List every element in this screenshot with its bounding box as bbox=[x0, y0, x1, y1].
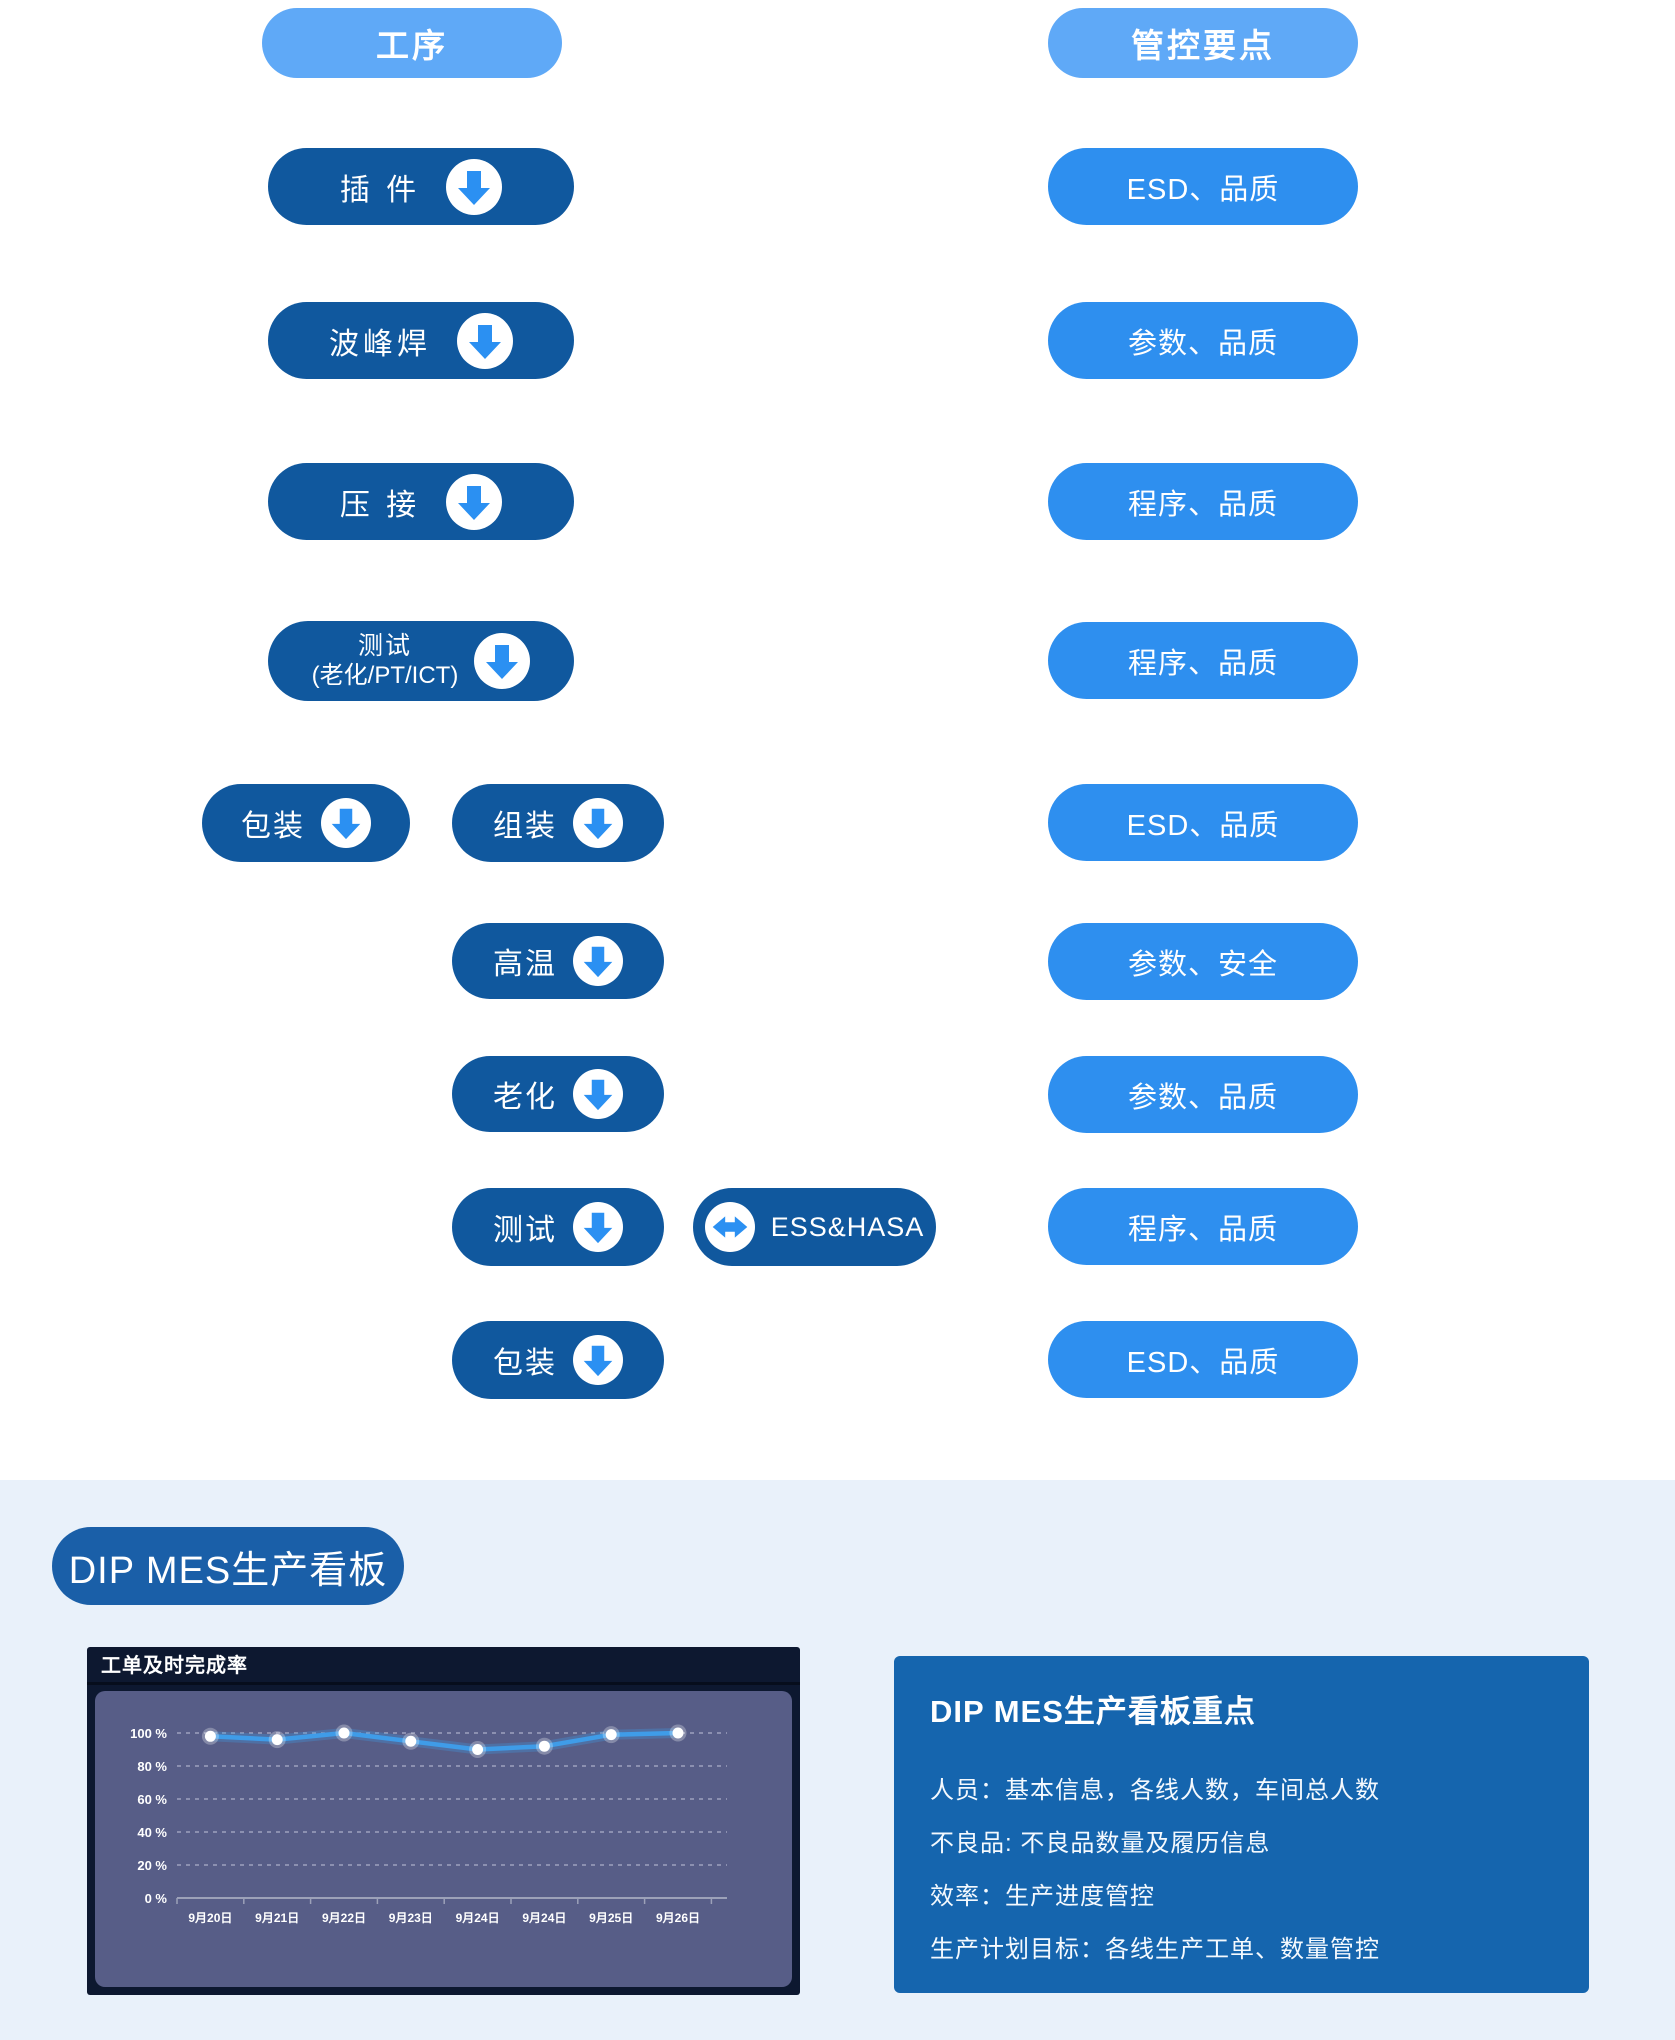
svg-text:0 %: 0 % bbox=[145, 1891, 168, 1906]
process-step-high-temp: 高温 bbox=[452, 923, 664, 999]
down-arrow-icon bbox=[573, 936, 623, 986]
svg-text:80 %: 80 % bbox=[137, 1759, 167, 1774]
control-point-pill: 参数、安全 bbox=[1048, 923, 1358, 1000]
down-arrow-icon bbox=[446, 473, 503, 530]
control-point-label: 参数、品质 bbox=[1127, 1081, 1278, 1114]
svg-text:9月22日: 9月22日 bbox=[322, 1911, 366, 1925]
down-arrow-icon bbox=[573, 1335, 623, 1385]
down-arrow-icon bbox=[474, 633, 531, 689]
chart-panel: 100 % 80 % 60 % 40 % 20 % 0 % 9月20日 9月21日 9月22日 9… bbox=[87, 1647, 800, 1995]
process-step-label: 组装 bbox=[493, 810, 557, 843]
process-step-crimping: 压 接 bbox=[268, 463, 574, 540]
highlights-item: 生产计划目标：各线生产工单、数量管控 bbox=[930, 1936, 1380, 1963]
down-arrow-icon bbox=[573, 1202, 623, 1252]
dashboard-badge: DIP MES生产看板 bbox=[52, 1527, 404, 1605]
down-arrow-icon bbox=[321, 798, 371, 848]
svg-text:9月20日: 9月20日 bbox=[188, 1911, 232, 1925]
chart-title: 工单及时完成率 bbox=[87, 1647, 800, 1685]
highlights-list: 人员：基本信息，各线人数，车间总人数 不良品: 不良品数量及履历信息 效率：生产… bbox=[930, 1761, 1559, 1973]
control-point-label: 程序、品质 bbox=[1127, 1213, 1278, 1246]
svg-text:9月23日: 9月23日 bbox=[389, 1911, 433, 1925]
process-step-insertion: 插 件 bbox=[268, 148, 574, 225]
highlights-item: 不良品: 不良品数量及履历信息 bbox=[930, 1830, 1271, 1857]
control-point-label: 程序、品质 bbox=[1127, 647, 1278, 680]
process-step-wave-soldering: 波峰焊 bbox=[268, 302, 574, 379]
dashboard-highlights-panel: DIP MES生产看板重点 人员：基本信息，各线人数，车间总人数 不良品: 不良… bbox=[894, 1656, 1589, 1993]
control-point-pill: 参数、品质 bbox=[1048, 302, 1358, 379]
process-step-label: 包装 bbox=[493, 1347, 557, 1380]
svg-text:20 %: 20 % bbox=[137, 1858, 167, 1873]
process-column-header-label: 工序 bbox=[376, 27, 448, 64]
process-step-label: 测试 (老化/PT/ICT) bbox=[311, 632, 459, 689]
svg-text:40 %: 40 % bbox=[137, 1825, 167, 1840]
on-time-completion-line-chart: 100 % 80 % 60 % 40 % 20 % 0 % 9月20日 9月21日 9月22日 9… bbox=[95, 1691, 792, 1987]
svg-text:9月26日: 9月26日 bbox=[656, 1911, 700, 1925]
down-arrow-icon bbox=[573, 798, 623, 848]
svg-text:9月24日: 9月24日 bbox=[456, 1911, 500, 1925]
process-step-test-aging-pt-ict: 测试 (老化/PT/ICT) bbox=[268, 621, 574, 701]
process-step-label: 高温 bbox=[493, 948, 557, 981]
control-point-pill: ESD、品质 bbox=[1048, 1321, 1358, 1398]
svg-text:60 %: 60 % bbox=[137, 1792, 167, 1807]
control-point-label: ESD、品质 bbox=[1126, 173, 1280, 206]
process-column-header: 工序 bbox=[262, 8, 562, 78]
process-step-label: ESS&HASA bbox=[770, 1211, 925, 1242]
process-step-aging: 老化 bbox=[452, 1056, 664, 1132]
process-step-label: 测试 bbox=[493, 1214, 557, 1247]
control-point-label: 参数、安全 bbox=[1127, 948, 1278, 981]
control-point-label: ESD、品质 bbox=[1126, 809, 1280, 842]
dashboard-section: DIP MES生产看板 100 % 80 % 60 % 40 % 20 % 0 % 9月20… bbox=[0, 1480, 1675, 2040]
control-point-label: 程序、品质 bbox=[1127, 488, 1278, 521]
control-point-label: 参数、品质 bbox=[1127, 327, 1278, 360]
left-right-arrow-icon bbox=[704, 1202, 755, 1252]
control-point-label: ESD、品质 bbox=[1126, 1346, 1280, 1379]
svg-text:100 %: 100 % bbox=[130, 1726, 167, 1741]
highlights-title: DIP MES生产看板重点 bbox=[930, 1694, 1256, 1729]
control-column-header: 管控要点 bbox=[1048, 8, 1358, 78]
control-point-pill: 程序、品质 bbox=[1048, 463, 1358, 540]
process-step-ess-hasa: ESS&HASA bbox=[693, 1188, 936, 1266]
control-point-pill: ESD、品质 bbox=[1048, 148, 1358, 225]
process-step-label: 插 件 bbox=[339, 173, 421, 207]
control-point-pill: 程序、品质 bbox=[1048, 1188, 1358, 1265]
svg-text:9月24日: 9月24日 bbox=[522, 1911, 566, 1925]
control-point-pill: 参数、品质 bbox=[1048, 1056, 1358, 1133]
process-step-label: 包装 bbox=[241, 810, 305, 843]
process-step-packing-branch: 包装 bbox=[202, 784, 410, 862]
highlights-item: 人员：基本信息，各线人数，车间总人数 bbox=[930, 1777, 1380, 1804]
process-step-label: 老化 bbox=[493, 1081, 557, 1114]
svg-text:9月21日: 9月21日 bbox=[255, 1911, 299, 1925]
process-step-label: 压 接 bbox=[339, 488, 421, 522]
process-step-test: 测试 bbox=[452, 1188, 664, 1266]
control-column-header-label: 管控要点 bbox=[1131, 27, 1275, 64]
down-arrow-icon bbox=[573, 1069, 623, 1119]
process-step-assembly: 组装 bbox=[452, 784, 664, 862]
control-point-pill: ESD、品质 bbox=[1048, 784, 1358, 861]
control-point-pill: 程序、品质 bbox=[1048, 622, 1358, 699]
process-step-packing: 包装 bbox=[452, 1321, 664, 1399]
highlights-item: 效率：生产进度管控 bbox=[930, 1883, 1155, 1910]
process-step-label: 波峰焊 bbox=[329, 327, 431, 361]
dashboard-badge-label: DIP MES生产看板 bbox=[68, 1549, 388, 1592]
svg-text:9月25日: 9月25日 bbox=[589, 1911, 633, 1925]
down-arrow-icon bbox=[457, 312, 513, 369]
down-arrow-icon bbox=[446, 158, 503, 215]
